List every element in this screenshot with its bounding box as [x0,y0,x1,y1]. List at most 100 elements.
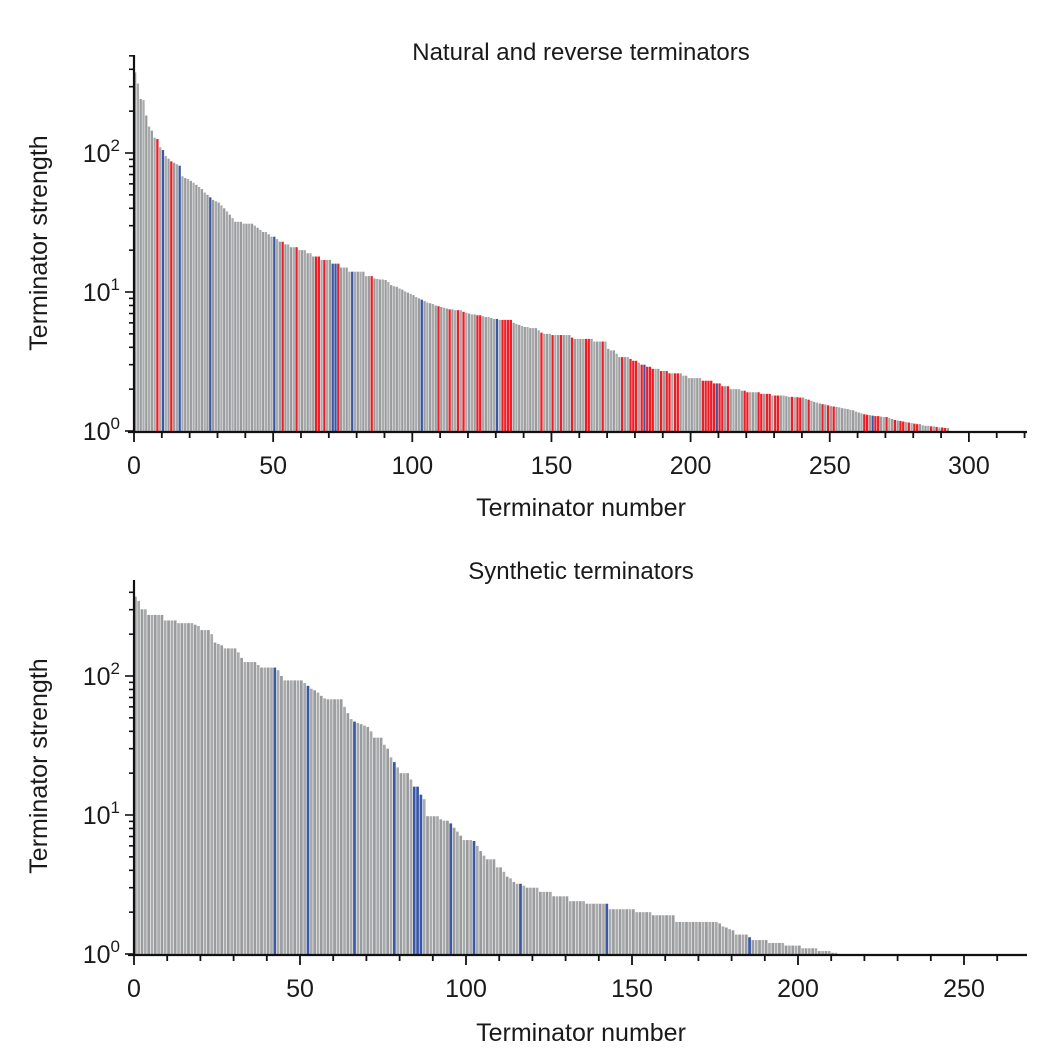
bar [557,335,560,431]
bar [220,205,223,431]
bar [698,378,702,431]
bar [256,227,259,431]
bar-blue [472,841,476,954]
bar [761,940,765,954]
bar [711,921,715,954]
bar [801,397,805,431]
bar [296,680,300,954]
bar [303,683,307,954]
bar [529,887,532,954]
bar [470,314,474,431]
y-tick-label-base: 10 [83,663,111,691]
bar [345,267,348,431]
y-tick-label-base: 10 [83,279,111,307]
bar [499,867,502,954]
bar [688,921,692,954]
bar [721,926,725,954]
bar [751,940,755,954]
bar [814,948,818,954]
bar-red [337,263,340,431]
bar [402,773,406,954]
bar-red [632,360,635,431]
bar [585,903,589,954]
bar-blue [273,236,276,431]
bar [890,419,894,431]
bar [164,156,167,431]
bar [206,194,209,431]
bar [579,338,582,431]
bar [682,375,685,431]
y-axis-label: Terminator strength [25,658,53,873]
bar [159,147,162,431]
bar-red [929,426,933,431]
bar [815,402,819,431]
bar [737,389,741,431]
bar [515,323,518,431]
bar [143,609,147,954]
x-tick-label: 100 [445,975,487,1003]
bar-blue [495,318,499,431]
bar [657,368,660,431]
bar [200,630,204,954]
bar-red [665,371,668,431]
bar [762,393,766,431]
bar [262,232,265,431]
bar [153,614,157,954]
bar [798,945,801,954]
bar [386,748,390,954]
bar [429,303,432,431]
bar [882,417,885,431]
bar [489,859,492,954]
bar-red [295,247,298,431]
bar-blue [871,415,874,431]
bar-red [551,335,554,431]
bar [217,202,220,431]
x-axis-label: Terminator number [476,494,686,522]
bar [147,126,151,431]
bar [824,951,828,954]
bar [804,398,807,431]
bar [451,309,454,431]
bar-red [646,366,649,431]
bar [356,271,359,431]
bar [794,945,798,954]
bar [284,244,287,431]
bar [562,335,565,431]
bar [625,909,629,954]
bar [230,648,233,954]
bar-red [506,319,510,431]
bar [200,189,204,431]
bar [740,390,743,431]
x-tick-label: 200 [670,452,712,480]
bar [529,328,532,431]
bar [612,909,615,954]
bar [242,223,245,431]
bar [698,921,702,954]
bar [431,303,435,431]
bar [177,623,180,954]
bar-red [718,383,721,431]
bar-red [648,366,652,431]
bar-red [707,380,710,431]
bar [552,896,556,954]
bar [210,634,214,954]
bar [741,934,745,954]
bar [250,223,254,431]
bar [379,737,383,954]
bar [598,903,602,954]
y-tick-label-exponent: 2 [111,659,120,678]
bar [668,915,672,954]
bar [590,338,593,431]
bar-blue [353,721,356,954]
bar [582,901,585,954]
x-tick-label: 200 [777,975,819,1003]
bar [849,409,852,431]
bar [253,225,256,431]
bar [376,737,380,954]
bar [280,676,283,954]
bar [293,680,297,954]
bar [270,236,273,431]
bar [383,744,386,954]
bar [568,335,571,431]
bar [228,214,231,431]
